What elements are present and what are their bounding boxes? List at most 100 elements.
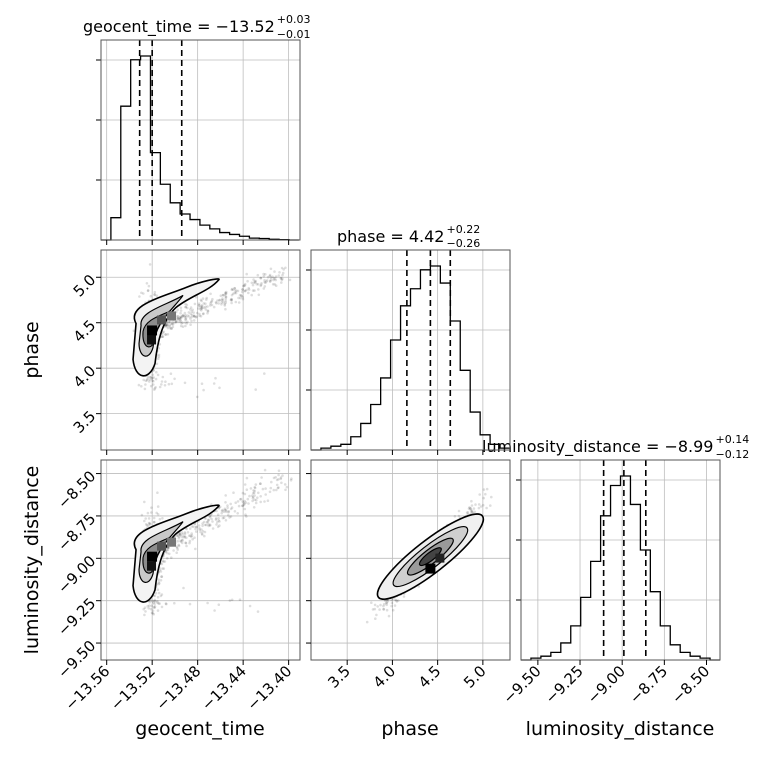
sample-point <box>251 283 255 287</box>
sample-point <box>189 323 192 327</box>
sample-point <box>165 602 168 606</box>
sample-point <box>453 515 457 518</box>
sample-point <box>200 533 204 536</box>
y-tick-label-luminosity_distance: −8.75 <box>54 510 99 555</box>
sample-point <box>209 513 212 517</box>
sample-point <box>243 502 246 506</box>
sample-point <box>175 320 178 324</box>
x-axis-label-geocent-time: geocent_time <box>135 718 264 740</box>
sample-point <box>205 296 208 300</box>
density-peak <box>425 563 436 574</box>
sample-point <box>171 322 174 326</box>
sample-point <box>216 525 220 529</box>
sample-point <box>214 517 218 520</box>
sample-point <box>252 281 256 285</box>
x-tick-label-geocent_time: −13.40 <box>243 662 295 714</box>
sample-point <box>195 525 198 529</box>
sample-point <box>279 276 283 280</box>
density-peak <box>167 537 177 547</box>
sample-point <box>224 292 228 295</box>
sample-point <box>253 489 256 493</box>
y-tick-label-luminosity_distance: −9.00 <box>54 552 99 597</box>
sample-point <box>200 306 204 309</box>
sample-point <box>242 284 246 287</box>
sample-point <box>251 289 255 292</box>
sample-point <box>243 284 247 287</box>
x-tick-label-geocent_time: −13.44 <box>198 662 250 714</box>
sample-point <box>153 602 156 606</box>
sample-point <box>251 499 254 503</box>
sample-point <box>200 307 203 310</box>
sample-point <box>279 277 283 280</box>
sample-point <box>261 487 265 491</box>
sample-point <box>191 308 194 312</box>
sample-point <box>169 319 172 323</box>
sample-point <box>143 519 146 523</box>
sample-point <box>152 612 155 616</box>
sample-point <box>216 520 219 524</box>
sample-point <box>248 494 251 498</box>
sample-point <box>167 321 171 324</box>
sample-point <box>160 575 163 578</box>
sample-point <box>157 353 161 357</box>
sample-point <box>147 517 151 520</box>
y-tick-label-luminosity_distance: −8.50 <box>54 467 99 512</box>
sample-point <box>166 546 170 549</box>
sample-point <box>195 315 198 318</box>
sample-point <box>473 510 477 514</box>
sample-point <box>164 333 168 336</box>
sample-point <box>242 503 246 507</box>
sample-point <box>224 299 227 303</box>
sample-point <box>231 292 235 296</box>
sample-point <box>169 372 173 376</box>
sample-point <box>206 305 209 308</box>
sample-point <box>208 523 212 527</box>
histogram-phase <box>311 265 511 451</box>
sample-point <box>164 324 168 327</box>
sample-point <box>160 593 164 596</box>
sample-point <box>179 306 183 310</box>
sample-point <box>253 486 257 490</box>
sample-point <box>153 520 156 524</box>
sample-point <box>223 304 227 307</box>
sample-point <box>175 545 179 549</box>
x-axis-label-luminosity-distance: luminosity_distance <box>526 718 715 740</box>
sample-point <box>201 530 205 533</box>
sample-point <box>201 304 204 308</box>
density-peak <box>157 315 167 325</box>
sample-point <box>175 546 179 550</box>
sample-point <box>153 293 157 297</box>
sample-point <box>160 575 164 578</box>
sample-point <box>176 539 179 543</box>
sample-point <box>234 291 238 295</box>
sample-point <box>254 281 257 284</box>
sample-point <box>144 610 147 613</box>
panel-phase-vs-luminosity-distance <box>310 459 511 661</box>
sample-point <box>262 272 265 276</box>
sample-point <box>185 303 189 307</box>
sample-point <box>470 504 474 507</box>
sample-point <box>288 278 292 282</box>
sample-point <box>212 382 216 385</box>
sample-point <box>224 301 227 305</box>
sample-point <box>247 286 250 290</box>
sample-point <box>224 291 227 295</box>
sample-point <box>259 283 263 287</box>
sample-point <box>255 496 259 500</box>
sample-point <box>178 532 181 536</box>
sample-point <box>252 506 256 509</box>
sample-point <box>148 522 151 525</box>
sample-point <box>221 516 225 520</box>
sample-point <box>233 286 236 290</box>
sample-point <box>190 319 193 323</box>
sample-point <box>481 503 485 507</box>
sample-point <box>385 601 388 605</box>
sample-point <box>183 315 187 319</box>
sample-point <box>200 299 203 303</box>
sample-point <box>154 600 157 603</box>
sample-point <box>146 511 150 515</box>
sample-point <box>242 284 245 288</box>
sample-point <box>274 476 278 479</box>
sample-point <box>201 297 205 300</box>
sample-point <box>171 321 174 324</box>
